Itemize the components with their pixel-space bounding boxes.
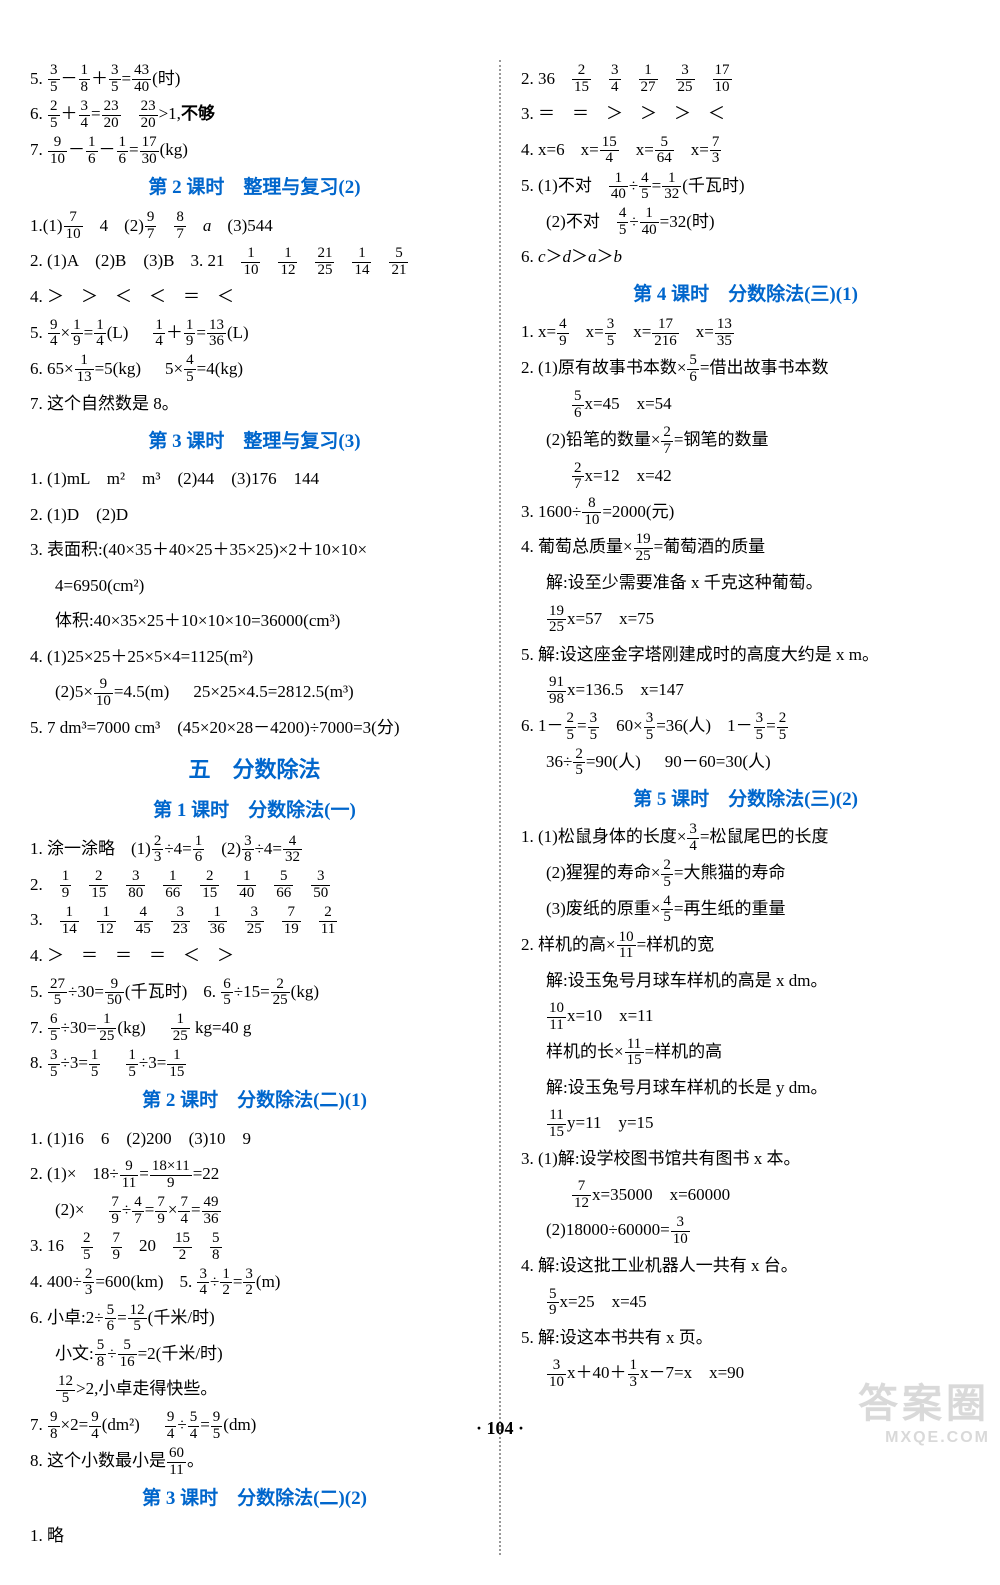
right-column: 2. 36215341273251710 3. ＝ ＝ ＞ ＞ ＞ ＜ 4. x… [521, 60, 970, 1555]
lesson-heading: 第 5 课时 分数除法(三)(2) [521, 781, 970, 819]
answer-line: (2)猩猩的寿命×25=大熊猫的寿命 [521, 856, 970, 890]
answer-line: 样机的长×1115=样机的高 [521, 1035, 970, 1069]
answer-line: 125>2,小卓走得快些。 [30, 1372, 479, 1406]
answer-line: 3.114112445323136325719211 [30, 903, 479, 937]
answer-line: 3. (1)解:设学校图书馆共有图书 x 本。 [521, 1142, 970, 1176]
answer-line: 1. x=49x=35x=17216x=1335 [521, 315, 970, 349]
answer-line: 4. ＞ ＞ ＜ ＜ ＝ ＜ [30, 280, 479, 314]
answer-line: 2. (1)×18÷911=18×119=22 [30, 1157, 479, 1191]
lesson-heading: 第 3 课时 整理与复习(3) [30, 423, 479, 461]
column-divider [499, 60, 501, 1555]
answer-line: (2)不对45÷140=32(时) [521, 205, 970, 239]
answer-line: 解:设至少需要准备 x 千克这种葡萄。 [521, 566, 970, 600]
answer-line: 7. 65÷30=125(kg)125 kg=40 g [30, 1011, 479, 1045]
answer-line: 5. 解:设这本书共有 x 页。 [521, 1321, 970, 1355]
answer-line: 5. 275÷30=950(千瓦时)6. 65÷15=225(kg) [30, 975, 479, 1009]
lesson-heading: 第 1 课时 分数除法(一) [30, 792, 479, 830]
answer-line: 4. (1)25×25＋25×5×4=1125(m²) [30, 640, 479, 674]
answer-line: 4. ＞ ＝ ＝ ＝ ＜ ＞ [30, 939, 479, 973]
answer-line: 解:设玉兔号月球车样机的长是 y dm。 [521, 1071, 970, 1105]
answer-line: 5. 解:设这座金字塔刚建成时的高度大约是 x m。 [521, 638, 970, 672]
answer-line: 6. 小卓:2÷56=125(千米/时) [30, 1301, 479, 1335]
lesson-heading: 第 3 课时 分数除法(二)(2) [30, 1480, 479, 1518]
page-content: 5. 35－18＋35=4340(时) 6. 25＋34=23202320>1,… [0, 0, 1000, 1585]
answer-line: 1. (1)松鼠身体的长度×34=松鼠尾巴的长度 [521, 820, 970, 854]
answer-line: 6. c＞d＞a＞b [521, 240, 970, 274]
answer-line: (2)18000÷60000=310 [521, 1213, 970, 1247]
answer-line: 2. (1)原有故事书本数×56=借出故事书本数 [521, 351, 970, 385]
answer-line: 1.(1)7104(2)9787a(3)544 [30, 209, 479, 243]
answer-line: 1. (1)mL m² m³ (2)44 (3)176 144 [30, 462, 479, 496]
answer-line: 3. 1600÷810=2000(元) [521, 495, 970, 529]
answer-line: (2)5×910=4.5(m)25×25×4.5=2812.5(m³) [30, 675, 479, 709]
answer-line: 4. 400÷23=600(km)5. 34÷12=32(m) [30, 1265, 479, 1299]
answer-line: 4. 葡萄总质量×1925=葡萄酒的质量 [521, 530, 970, 564]
answer-line: 5. 7 dm³=7000 cm³ (45×20×28－4200)÷7000=3… [30, 711, 479, 745]
answer-line: 3. ＝ ＝ ＞ ＞ ＞ ＜ [521, 97, 970, 131]
answer-line: (2)铅笔的数量×27=钢笔的数量 [521, 423, 970, 457]
answer-line: 8. 这个小数最小是6011。 [30, 1444, 479, 1478]
answer-line: 4. 解:设这批工业机器人一共有 x 台。 [521, 1249, 970, 1283]
answer-line: 5. (1)不对140÷45=132(千瓦时) [521, 169, 970, 203]
answer-line: 2. 36215341273251710 [521, 62, 970, 96]
answer-line: 解:设玉兔号月球车样机的高是 x dm。 [521, 964, 970, 998]
answer-line: 4=6950(cm²) [30, 569, 479, 603]
answer-line: 7. 这个自然数是 8。 [30, 387, 479, 421]
answer-line: 小文:58÷516=2(千米/时) [30, 1337, 479, 1371]
answer-line: 9198x=136.5 x=147 [521, 673, 970, 707]
answer-line: 体积:40×35×25＋10×10×10=36000(cm³) [30, 604, 479, 638]
answer-line: (3)废纸的原重×45=再生纸的重量 [521, 892, 970, 926]
answer-line: 56x=45 x=54 [521, 387, 970, 421]
answer-line: 2. (1)A (2)B (3)B3. 211101122125114521 [30, 244, 479, 278]
answer-line: 2.19215380166215140566350 [30, 868, 479, 902]
answer-line: 1925x=57 x=75 [521, 602, 970, 636]
answer-line: 6. 1－25=3560×35=36(人)1－35=25 [521, 709, 970, 743]
lesson-heading: 第 4 课时 分数除法(三)(1) [521, 276, 970, 314]
answer-line: 6. 65×113=5(kg)5×45=4(kg) [30, 352, 479, 386]
page-number: · 104 · [0, 1418, 1000, 1439]
answer-line: 1011x=10 x=11 [521, 999, 970, 1033]
section-heading: 五 分数除法 [30, 748, 479, 792]
answer-line: 36÷25=90(人)90－60=30(人) [521, 745, 970, 779]
lesson-heading: 第 2 课时 分数除法(二)(1) [30, 1082, 479, 1120]
answer-line: 8. 35÷3=1515÷3=115 [30, 1046, 479, 1080]
answer-line: 5. 35－18＋35=4340(时) [30, 62, 479, 96]
watermark-main: 答案圈 [858, 1382, 990, 1426]
answer-line: 1. 略 [30, 1519, 479, 1553]
answer-line: 3. 1625792015258 [30, 1229, 479, 1263]
lesson-heading: 第 2 课时 整理与复习(2) [30, 169, 479, 207]
answer-line: 59x=25 x=45 [521, 1285, 970, 1319]
answer-line: 712x=35000 x=60000 [521, 1178, 970, 1212]
answer-line: 5. 94×19=14(L)14＋19=1336(L) [30, 316, 479, 350]
answer-line: (2)×79÷47=79×74=4936 [30, 1193, 479, 1227]
answer-line: 2. 样机的高×1011=样机的宽 [521, 928, 970, 962]
answer-line: 1. 涂一涂略(1)23÷4=16(2)38÷4=432 [30, 832, 479, 866]
answer-line: 27x=12 x=42 [521, 459, 970, 493]
answer-line: 7. 910－16－16=1730(kg) [30, 133, 479, 167]
watermark-sub: MXQE.COM [858, 1429, 990, 1447]
handwritten-note: 不够 [181, 104, 215, 123]
answer-line: 1115y=11 y=15 [521, 1106, 970, 1140]
watermark: 答案圈 MXQE.COM [858, 1371, 990, 1447]
left-column: 5. 35－18＋35=4340(时) 6. 25＋34=23202320>1,… [30, 60, 479, 1555]
answer-line: 6. 25＋34=23202320>1,不够 [30, 97, 479, 131]
answer-line: 3. 表面积:(40×35＋40×25＋35×25)×2＋10×10× [30, 533, 479, 567]
answer-line: 2. (1)D (2)D [30, 498, 479, 532]
answer-line: 4. x=6x=154x=564x=73 [521, 133, 970, 167]
answer-line: 1. (1)16 6 (2)200 (3)10 9 [30, 1122, 479, 1156]
